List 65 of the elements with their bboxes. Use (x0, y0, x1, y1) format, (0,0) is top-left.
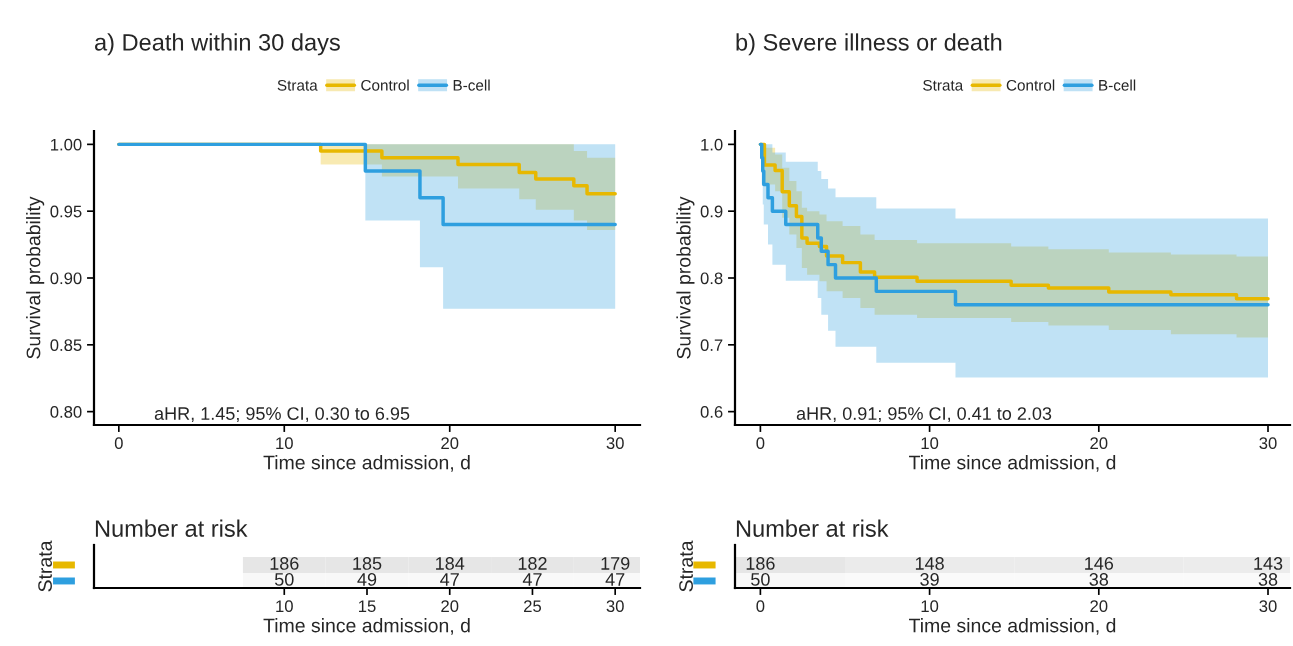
data-label: 49 (357, 573, 377, 586)
data-label: 38 (1258, 573, 1278, 586)
x-tick-label: 0 (756, 600, 765, 613)
legend-title: Strata (277, 79, 318, 91)
data-label: 50 (274, 573, 294, 586)
data-label: 50 (751, 573, 770, 586)
y-axis-title: Strata (679, 540, 693, 592)
data-label: 47 (605, 573, 625, 586)
y-axis-title: Survival probability (676, 196, 695, 359)
y-axis-title: Survival probability (26, 196, 45, 359)
x-tick-label: 20 (1090, 600, 1108, 613)
data-label: 38 (1089, 573, 1109, 586)
x-tick-label: 20 (1090, 437, 1108, 450)
y-tick-label: 1.0 (701, 138, 723, 151)
data-label: 39 (920, 573, 939, 586)
x-tick-label: 10 (276, 600, 293, 613)
legend-label: Control (361, 79, 409, 91)
y-tick-label: 0.8 (700, 272, 723, 285)
x-tick-label: 0 (756, 437, 765, 450)
y-tick-label: 0.85 (50, 339, 82, 352)
data-label: 47 (522, 573, 542, 586)
y-tick-label: 1.00 (51, 138, 82, 151)
data-label: 186 (746, 557, 775, 570)
y-tick-label: 0.95 (50, 205, 82, 218)
x-tick-label: 0 (114, 437, 123, 450)
chart-title: b) Severe illness or death (736, 33, 1002, 56)
x-tick-label: 20 (441, 600, 459, 613)
legend-title: Strata (923, 79, 964, 91)
x-tick-label: 30 (606, 600, 624, 613)
y-axis-title: Strata (38, 540, 52, 592)
annotation: aHR, 0.91; 95% CI, 0.41 to 2.03 (796, 407, 1052, 423)
y-tick-label: 0.9 (700, 205, 723, 218)
x-axis-title: Time since admission, d (909, 618, 1116, 635)
y-tick-label: 0.80 (50, 406, 82, 418)
x-tick-label: 30 (606, 437, 624, 450)
x-tick-label: 30 (1259, 600, 1277, 613)
data-label: 184 (436, 557, 465, 570)
x-tick-label: 30 (1259, 437, 1277, 450)
chart-title: Number at risk (95, 519, 248, 537)
x-axis-title: Time since admission, d (909, 455, 1116, 472)
y-tick-label: 0.7 (700, 339, 723, 352)
y-tick-label: 0.90 (50, 272, 82, 285)
x-tick-label: 10 (921, 437, 939, 450)
legend-label: B-cell (1099, 79, 1136, 91)
data-label: 179 (601, 557, 630, 570)
chart-title: Number at risk (736, 519, 889, 537)
legend-label: B-cell (453, 79, 490, 91)
annotation: aHR, 1.45; 95% CI, 0.30 to 6.95 (154, 407, 410, 423)
x-axis-title: Time since admission, d (263, 455, 470, 472)
data-label: 182 (518, 557, 547, 570)
x-tick-label: 25 (524, 600, 542, 613)
y-tick-label: 0.6 (700, 406, 723, 418)
data-label: 143 (1254, 557, 1283, 570)
x-tick-label: 10 (921, 600, 939, 613)
data-label: 47 (440, 573, 459, 586)
legend-label: Control (1006, 79, 1055, 91)
data-label: 146 (1085, 557, 1114, 570)
x-tick-label: 10 (276, 437, 293, 450)
x-tick-label: 15 (359, 600, 376, 613)
data-label: 148 (915, 557, 944, 570)
x-tick-label: 20 (441, 437, 459, 450)
data-label: 186 (270, 557, 299, 570)
chart-title: a) Death within 30 days (95, 33, 340, 56)
data-label: 185 (353, 557, 382, 570)
x-axis-title: Time since admission, d (263, 618, 470, 635)
